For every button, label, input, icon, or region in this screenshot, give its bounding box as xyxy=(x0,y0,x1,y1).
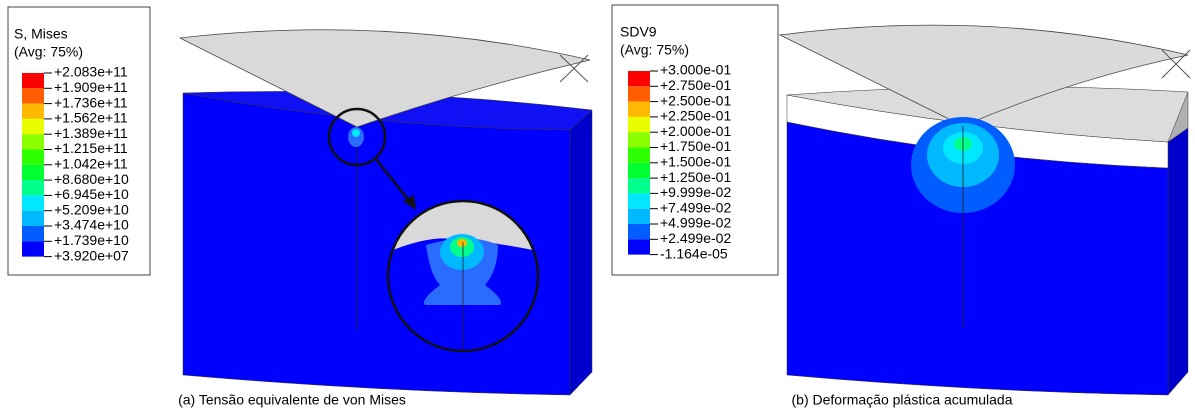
legend-label: +8.680e+10 xyxy=(54,171,129,187)
legend-label: +2.750e-01 xyxy=(660,77,731,93)
legend-swatch xyxy=(628,132,650,147)
legend-swatch xyxy=(628,86,650,101)
legend-label: +2.000e-01 xyxy=(660,123,731,139)
legend-label: +1.739e+10 xyxy=(54,232,129,248)
figure: S, Mises(Avg: 75%)+2.083e+11+1.909e+11+1… xyxy=(0,0,1195,414)
legend-label: +1.389e+11 xyxy=(54,125,128,141)
legend-swatch xyxy=(628,71,650,86)
legend-swatch xyxy=(22,134,44,149)
legend-label: +5.209e+10 xyxy=(54,201,129,217)
legend-swatch xyxy=(22,180,44,195)
caption: (b) Deformação plástica acumulada xyxy=(792,392,1013,408)
legend-swatch xyxy=(628,163,650,178)
legend-label: +6.945e+10 xyxy=(54,186,129,202)
legend-subtitle: (Avg: 75%) xyxy=(620,42,689,58)
legend-title: SDV9 xyxy=(620,24,657,40)
legend-swatch xyxy=(628,193,650,208)
legend-label: +1.736e+11 xyxy=(54,94,128,110)
legend-swatch xyxy=(22,226,44,241)
legend-label: +1.215e+11 xyxy=(54,140,128,156)
legend-label: +3.474e+10 xyxy=(54,217,129,233)
legend-swatch xyxy=(628,239,650,254)
legend-label: +1.042e+11 xyxy=(54,156,128,172)
legend-swatch xyxy=(22,211,44,226)
legend-label: +7.499e-02 xyxy=(660,199,731,215)
legend-swatch xyxy=(22,241,44,256)
legend-label: +3.920e+07 xyxy=(54,247,129,263)
legend-swatch xyxy=(628,178,650,193)
legend-subtitle: (Avg: 75%) xyxy=(14,44,83,60)
caption: (a) Tensão equivalente de von Mises xyxy=(178,392,406,408)
legend-label: +9.999e-02 xyxy=(660,184,731,200)
legend-swatch xyxy=(628,102,650,117)
model-b xyxy=(780,25,1190,395)
legend-label: +2.083e+11 xyxy=(54,64,128,80)
legend-label: +1.909e+11 xyxy=(54,79,128,95)
legend-title: S, Mises xyxy=(14,26,68,42)
legend-label: +4.999e-02 xyxy=(660,215,731,231)
legend-label: -1.164e-05 xyxy=(660,245,728,261)
legend-label: +2.500e-01 xyxy=(660,92,731,108)
legend-label: +2.499e-02 xyxy=(660,230,731,246)
legend-label: +2.250e-01 xyxy=(660,108,731,124)
legend-swatch xyxy=(22,73,44,88)
legend-swatch xyxy=(22,165,44,180)
legend-swatch xyxy=(22,195,44,210)
legend-swatch xyxy=(628,148,650,163)
legend-swatch xyxy=(22,104,44,119)
legend-swatch xyxy=(628,209,650,224)
legend-swatch xyxy=(22,119,44,134)
legend-swatch xyxy=(628,224,650,239)
model-a xyxy=(180,30,592,395)
legend-swatch xyxy=(22,150,44,165)
legend-label: +1.562e+11 xyxy=(54,110,128,126)
legend-swatch xyxy=(22,88,44,103)
legend-swatch xyxy=(628,117,650,132)
legend-label: +1.500e-01 xyxy=(660,154,731,170)
legend-label: +3.000e-01 xyxy=(660,62,731,78)
legend-label: +1.250e-01 xyxy=(660,169,731,185)
legend-label: +1.750e-01 xyxy=(660,138,731,154)
